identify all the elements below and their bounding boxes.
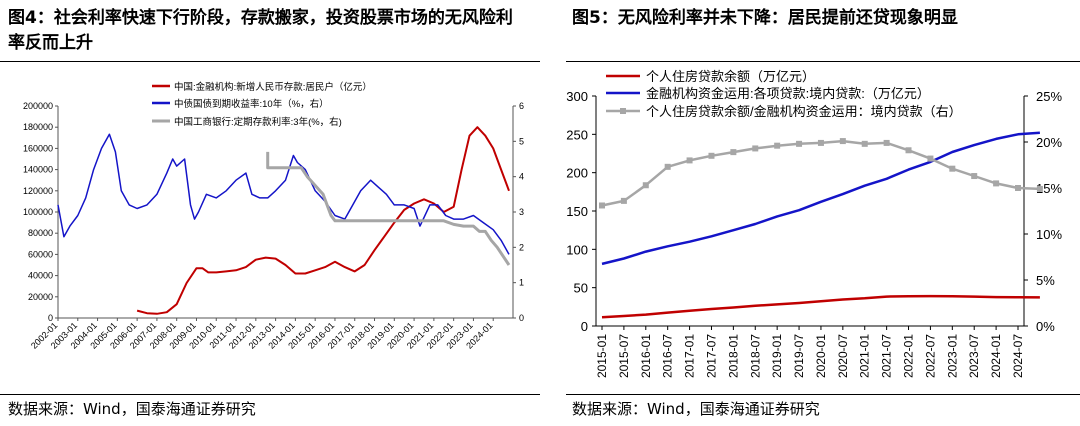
right-chart-ratio-marker xyxy=(927,155,934,162)
right-chart-x-tick-label: 2024-01 xyxy=(989,334,1003,378)
left-chart-series-line-2 xyxy=(57,133,510,255)
right-chart-x-tick-label: 2023-07 xyxy=(967,334,981,378)
right-chart-ratio-marker xyxy=(817,139,824,146)
right-chart-y2-tick-label: 15% xyxy=(1036,181,1062,196)
right-chart-ratio-marker xyxy=(708,152,715,159)
right-chart-x-tick-label: 2019-01 xyxy=(770,334,784,378)
right-chart-x-tick-label: 2021-07 xyxy=(880,334,894,378)
left-chart-y-tick-label: 80000 xyxy=(28,228,53,238)
right-top-rule xyxy=(566,61,1080,62)
right-chart-ratio-marker xyxy=(664,163,671,170)
left-chart-y2-tick-label: 0 xyxy=(519,313,524,323)
right-chart-legend-label: 金融机构资金运用:各项贷款:境内贷款:（万亿元） xyxy=(646,86,930,101)
left-chart-y2-tick-label: 5 xyxy=(519,136,524,146)
left-chart-y2-tick-label: 4 xyxy=(519,172,524,182)
right-chart-ratio-marker xyxy=(839,138,846,145)
right-chart-series-line-2 xyxy=(601,131,1040,266)
right-chart-y-tick-label: 0 xyxy=(581,319,588,334)
right-chart-x-tick-label: 2015-07 xyxy=(617,334,631,378)
right-chart-ratio-marker xyxy=(1015,185,1021,191)
right-chart-x-tick-label: 2022-01 xyxy=(902,334,916,378)
left-chart-y-tick-label: 160000 xyxy=(23,143,53,153)
left-chart-series-line-3 xyxy=(266,151,511,266)
right-chart-x-tick-label: 2016-01 xyxy=(639,334,653,378)
left-figure-title: 图4：社会利率快速下行阶段，存款搬家，投资股票市场的无风险利率反而上升 xyxy=(8,8,513,53)
left-chart-y-tick-label: 20000 xyxy=(28,292,53,302)
right-chart-ratio-marker xyxy=(949,165,956,172)
right-chart-x-tick-label: 2020-07 xyxy=(836,334,850,378)
right-chart-y-tick-label: 50 xyxy=(574,281,588,296)
left-chart-y-tick-label: 180000 xyxy=(23,122,53,132)
left-chart-legend-label: 中国:金融机构:新增人民币存款:居民户（亿元） xyxy=(174,81,372,93)
left-chart-y2-tick-label: 1 xyxy=(519,278,524,288)
left-chart-y2-tick-label: 2 xyxy=(519,242,524,252)
right-chart-x-tick-label: 2016-07 xyxy=(661,334,675,378)
left-top-rule xyxy=(0,61,540,62)
right-chart-ratio-marker xyxy=(620,197,627,204)
right-figure-title: 图5：无风险利率并未下降：居民提前还贷现象明显 xyxy=(572,8,958,28)
right-chart-y-tick-label: 100 xyxy=(566,242,588,257)
left-source-note: 数据来源：Wind，国泰海通证券研究 xyxy=(8,400,256,418)
right-chart-legend-marker xyxy=(620,108,626,114)
left-chart-y2-tick-label: 6 xyxy=(519,101,524,111)
left-chart-y-tick-label: 60000 xyxy=(28,249,53,259)
right-chart-ratio-marker xyxy=(971,173,978,180)
right-chart-ratio-marker xyxy=(774,142,781,149)
right-chart-y-tick-label: 150 xyxy=(566,204,588,219)
right-chart-x-tick-label: 2017-07 xyxy=(704,334,718,378)
right-chart-ratio-marker xyxy=(642,182,649,189)
right-chart-ratio-marker xyxy=(861,140,868,147)
right-chart-x-tick-label: 2021-01 xyxy=(858,334,872,378)
right-chart-x-tick-label: 2023-01 xyxy=(945,334,959,378)
left-chart-series-line-1 xyxy=(136,126,510,315)
right-chart-x-tick-label: 2024-07 xyxy=(1011,334,1025,378)
left-chart-y-tick-label: 140000 xyxy=(23,165,53,175)
right-chart-x-tick-label: 2019-07 xyxy=(792,334,806,378)
right-chart-ratio-marker xyxy=(883,139,890,146)
right-chart-y-tick-label: 300 xyxy=(566,89,588,104)
right-chart-ratio-marker xyxy=(796,140,803,147)
left-chart-y-tick-label: 200000 xyxy=(23,101,53,111)
right-chart-x-tick-label: 2020-01 xyxy=(814,334,828,378)
right-chart-x-tick-label: 2018-07 xyxy=(748,334,762,378)
right-chart-x-tick-label: 2017-01 xyxy=(683,334,697,378)
right-chart-legend-label: 个人住房贷款余额（万亿元） xyxy=(646,69,815,84)
right-chart-y2-tick-label: 25% xyxy=(1036,89,1062,104)
right-bottom-rule xyxy=(566,394,1080,395)
left-chart-legend-label: 中国工商银行:定期存款利率:3年(%，右) xyxy=(174,116,342,128)
right-chart-ratio-marker xyxy=(730,149,737,156)
left-chart-y-tick-label: 40000 xyxy=(28,271,53,281)
right-source-note: 数据来源：Wind，国泰海通证券研究 xyxy=(572,400,820,418)
right-chart-ratio-marker xyxy=(1036,185,1043,192)
right-chart-ratio-marker xyxy=(993,180,1000,187)
right-chart-ratio-marker xyxy=(905,147,912,154)
right-chart-y2-tick-label: 20% xyxy=(1036,135,1062,150)
right-chart-ratio-marker xyxy=(686,157,693,164)
left-chart-y-tick-label: 120000 xyxy=(23,186,53,196)
right-chart-y2-tick-label: 0% xyxy=(1036,319,1055,334)
right-chart-ratio-marker xyxy=(752,145,759,152)
right-chart-y-tick-label: 200 xyxy=(566,166,588,181)
right-chart-y2-tick-label: 5% xyxy=(1036,273,1055,288)
left-chart-y2-tick-label: 3 xyxy=(519,207,524,217)
right-chart-x-tick-label: 2015-01 xyxy=(595,334,609,378)
right-chart-y-tick-label: 250 xyxy=(566,127,588,142)
right-chart-series-line-1 xyxy=(601,294,1040,319)
left-chart-y-tick-label: 100000 xyxy=(23,207,53,217)
left-chart-y-tick-label: 0 xyxy=(48,313,53,323)
left-bottom-rule xyxy=(0,394,540,395)
right-chart-x-tick-label: 2018-01 xyxy=(726,334,740,378)
right-chart-x-tick-label: 2022-07 xyxy=(923,334,937,378)
right-chart-y2-tick-label: 10% xyxy=(1036,227,1062,242)
right-chart-legend-label: 个人住房贷款余额/金融机构资金运用：境内贷款（右） xyxy=(646,104,962,119)
right-chart-ratio-marker xyxy=(599,202,605,209)
left-chart-legend-label: 中债国债到期收益率:10年（%，右） xyxy=(174,98,329,110)
